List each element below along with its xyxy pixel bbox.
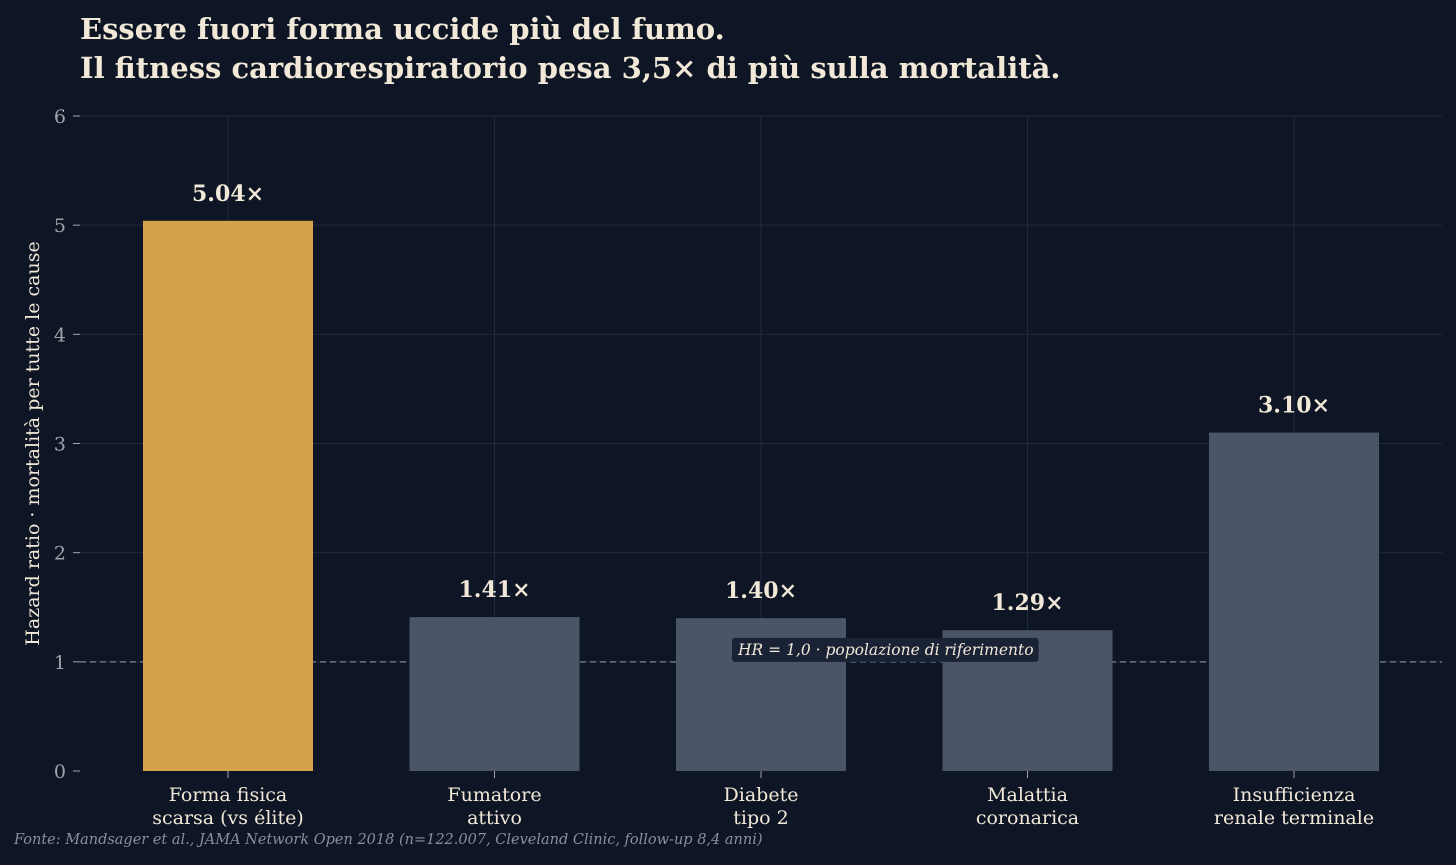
value-label: 1.41× [458, 577, 530, 603]
value-label: 3.10× [1258, 393, 1330, 419]
y-tick-label: 3 [54, 434, 66, 456]
value-label: 1.40× [725, 578, 797, 604]
y-axis-label: Hazard ratio · mortalità per tutte le ca… [22, 241, 44, 645]
y-tick-label: 6 [54, 106, 66, 128]
reference-label-box [732, 637, 1039, 662]
x-tick-label: tipo 2 [733, 807, 788, 829]
chart-subtitle: Il fitness cardiorespiratorio pesa 3,5× … [80, 51, 1061, 85]
value-label: 5.04× [192, 181, 264, 207]
value-label: 1.29× [991, 590, 1063, 616]
x-tick-label: Forma fisica [169, 784, 288, 806]
bar [1209, 432, 1379, 771]
x-tick-label: Fumatore [447, 784, 541, 806]
y-tick-label: 2 [54, 543, 66, 565]
reference-line-label: HR = 1,0 · popolazione di riferimento [737, 641, 1034, 659]
chart-title: Essere fuori forma uccide più del fumo. [80, 12, 725, 46]
y-tick-label: 1 [54, 652, 66, 674]
source-note: Fonte: Mandsager et al., JAMA Network Op… [14, 832, 763, 848]
x-tick-label: attivo [467, 807, 522, 829]
x-tick-label: Malattia [987, 784, 1068, 806]
bar [409, 617, 580, 771]
y-tick-label: 4 [54, 324, 66, 346]
y-tick-label: 5 [54, 215, 66, 237]
x-tick-label: renale terminale [1214, 807, 1374, 829]
bar [143, 220, 313, 772]
x-tick-label: scarsa (vs élite) [152, 807, 304, 829]
x-tick-label: coronarica [976, 807, 1079, 829]
x-tick-label: Diabete [724, 784, 799, 806]
y-tick-label: 0 [54, 761, 66, 783]
x-tick-label: Insufficienza [1233, 784, 1356, 806]
